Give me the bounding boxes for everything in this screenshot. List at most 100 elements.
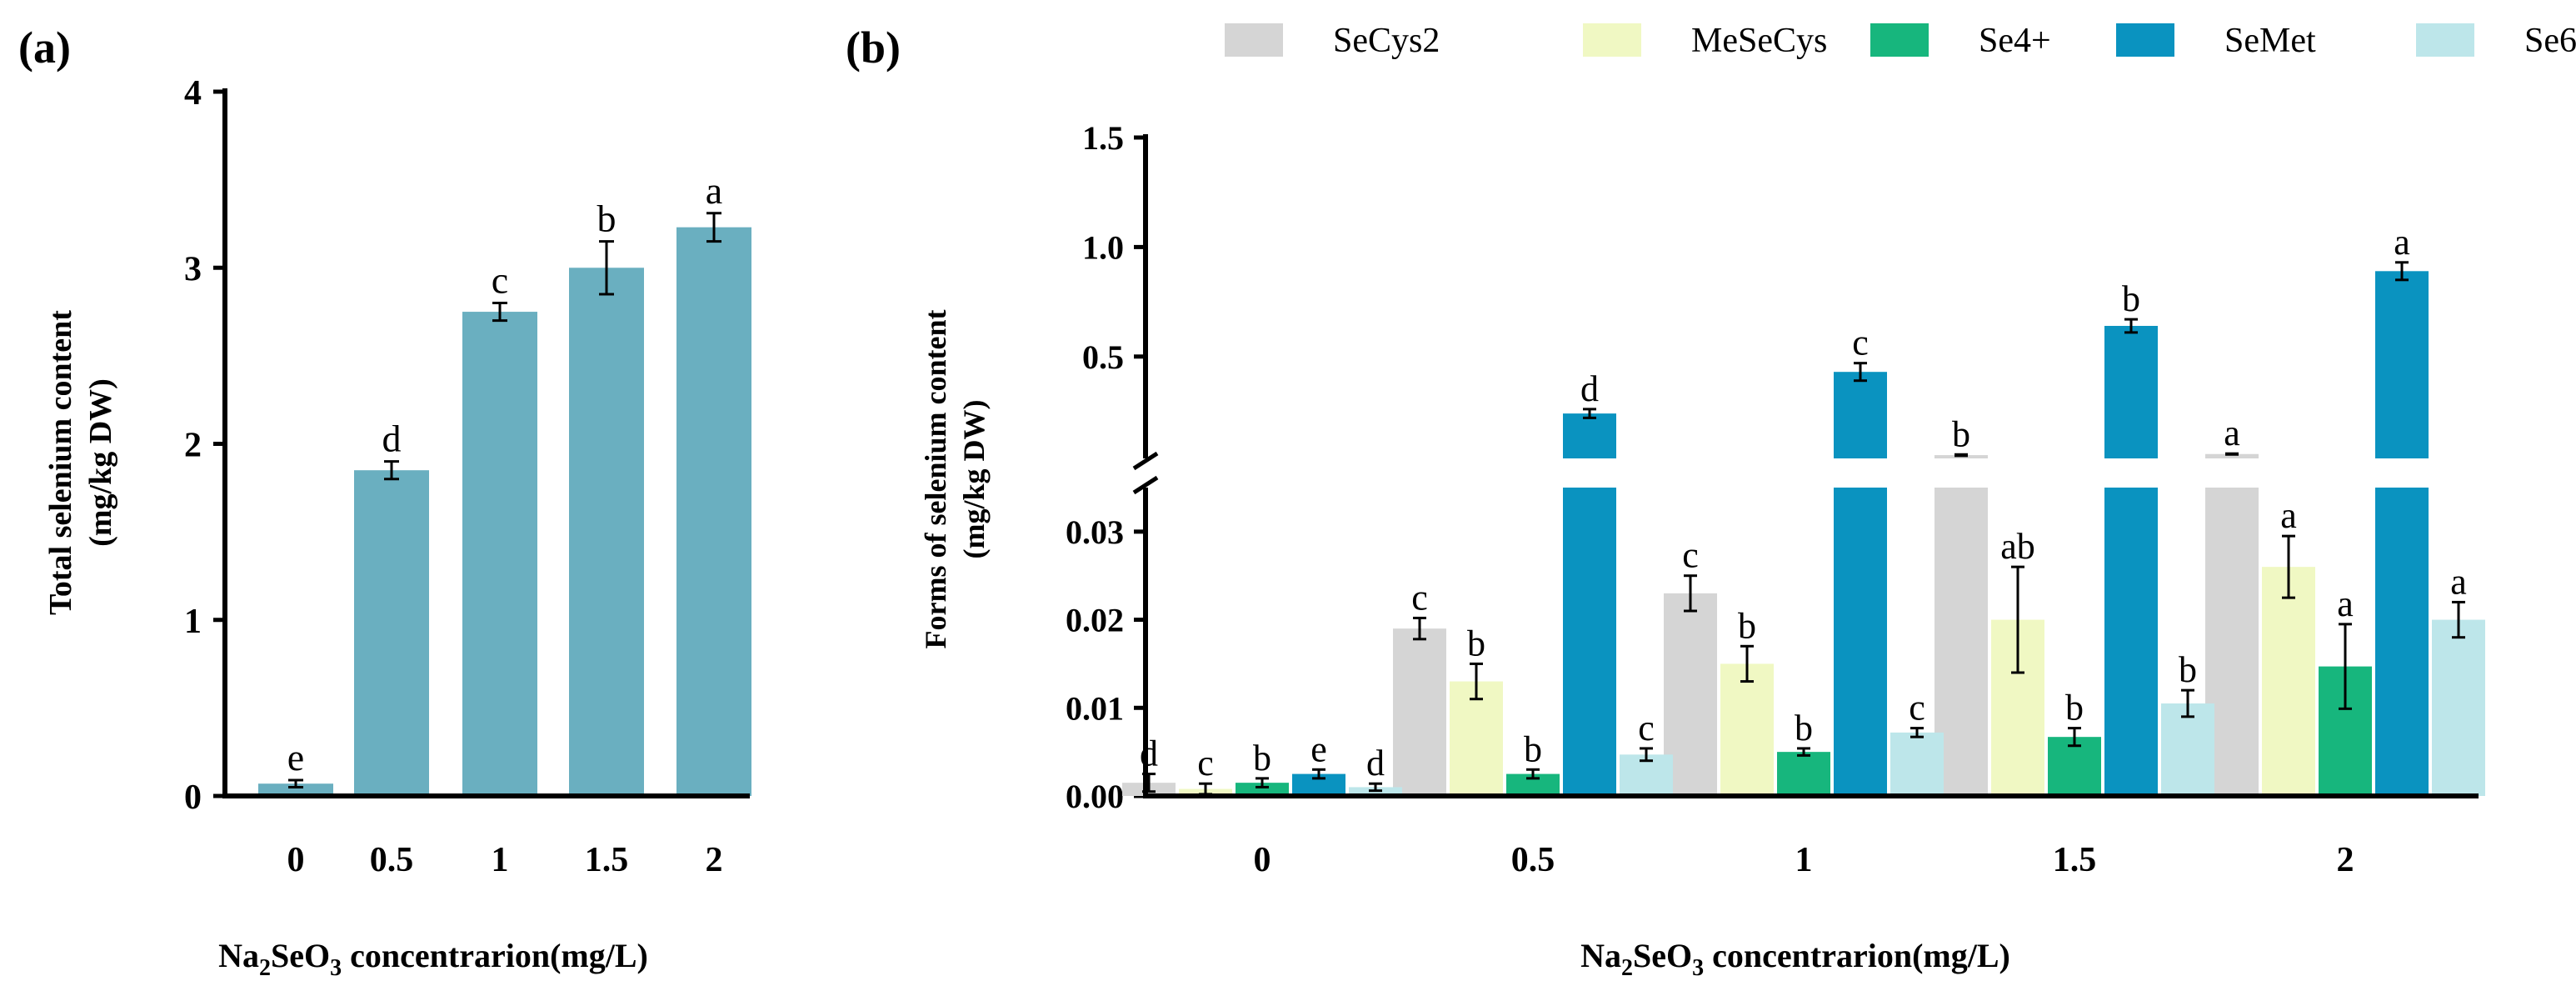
panel-a-bar <box>676 227 751 797</box>
panel-b-xtick-label: 1 <box>1795 841 1813 879</box>
panel-b-ylabel-line2: (mg/kg DW) <box>957 400 991 559</box>
panel-b-axes <box>1132 134 2479 798</box>
panel-b-bar <box>1236 783 1289 796</box>
panel-b-significance-letter: a <box>2280 495 2297 536</box>
panel-a-xtick-label: 1 <box>492 841 509 879</box>
panel-b-ytick-label: 1.5 <box>1082 119 1124 157</box>
panel-b-significance-letter: c <box>1852 323 1869 363</box>
panel-b-bar <box>1450 681 1503 796</box>
panel-b-bar <box>2375 488 2429 796</box>
panel-b-bar <box>2104 488 2158 796</box>
panel-b-significance-letter: c <box>1909 688 1925 728</box>
panel-b-legend-swatch <box>1583 23 1641 57</box>
panel-a-bars: e d c b a <box>258 169 751 797</box>
panel-b-ytick-label: 0.03 <box>1066 513 1124 551</box>
panel-b-significance-letter: c <box>1638 708 1655 748</box>
panel-b-significance-letter: c <box>1197 743 1214 783</box>
panel-b-bar <box>1890 732 1944 796</box>
panel-a-ytick-label: 1 <box>184 603 202 641</box>
panel-b-legend-swatch <box>2416 23 2474 57</box>
panel-b-significance-letter: a <box>2450 561 2467 602</box>
panel-b-ytick-label: 0.02 <box>1066 602 1124 639</box>
panel-a-xtick-label: 2 <box>706 841 723 879</box>
panel-b-legend: SeCys2 MeSeCys Se4+ SeMet Se6+ <box>1225 22 2576 60</box>
panel-a-bar <box>462 312 537 796</box>
panel-a-bar <box>258 783 333 796</box>
panel-b-significance-letter: b <box>1524 728 1542 769</box>
panel-b-ytick-label: 1.0 <box>1082 228 1124 266</box>
panel-b-bar-upper <box>2104 326 2158 458</box>
panel-b-y-ticks: 0.00 0.01 0.02 0.03 0.5 1.0 1.5 <box>1066 119 1146 815</box>
panel-a-ytick-label: 0 <box>184 778 202 817</box>
panel-a-significance-letter: c <box>492 259 508 302</box>
panel-b-xtick-label: 2 <box>2337 841 2354 879</box>
panel-b-legend-swatch <box>1225 23 1283 57</box>
panel-b-ytick-label: 0.5 <box>1082 338 1124 376</box>
panel-b-significance-letter: b <box>1795 708 1813 748</box>
panel-b: (b) Forms of selenium content (mg/kg DW)… <box>846 22 2576 981</box>
panel-b-significance-letter: c <box>1411 577 1428 618</box>
panel-b-xtick-label: 0.5 <box>1511 841 1555 879</box>
panel-b-xlabel: Na2SeO3 concentrarion(mg/L) <box>1580 937 2010 981</box>
panel-a-x-ticks: 0 0.5 1 1.5 2 <box>287 841 723 879</box>
panel-b-significance-letter: a <box>2224 413 2240 453</box>
panel-b-xtick-label: 1.5 <box>2053 841 2097 879</box>
panel-b-significance-letter: b <box>1467 623 1485 663</box>
panel-a-ytick-label: 3 <box>184 250 202 288</box>
panel-a-bar <box>354 470 429 796</box>
panel-b-ylabel-line1: Forms of selenium content <box>919 310 952 649</box>
panel-b-label: (b) <box>846 23 901 73</box>
panel-a-xtick-label: 1.5 <box>585 841 629 879</box>
panel-b-significance-letter: d <box>1140 733 1158 774</box>
panel-a-ylabel-line2: (mg/kg DW) <box>83 378 118 547</box>
panel-b-bar <box>1393 628 1446 796</box>
panel-a-ylabel-line1: Total selenium content <box>43 310 78 615</box>
panel-b-significance-letter: b <box>1952 413 1970 454</box>
panel-a-ytick-label: 4 <box>184 74 202 113</box>
panel-b-legend-label: SeMet <box>2224 22 2316 60</box>
panel-a-xtick-label: 0.5 <box>370 841 414 879</box>
panel-b-xtick-label: 0 <box>1254 841 1271 879</box>
panel-a-significance-letter: d <box>382 418 402 460</box>
panel-b-legend-label: Se4+ <box>1979 22 2051 60</box>
panel-a-label: (a) <box>18 23 71 73</box>
panel-b-bar <box>1563 488 1616 796</box>
panel-b-significance-letter: e <box>1310 728 1327 769</box>
panel-b-significance-letter: c <box>1682 535 1699 576</box>
panel-a-ytick-label: 2 <box>184 427 202 465</box>
panel-b-significance-letter: d <box>1366 743 1385 783</box>
panel-a-significance-letter: b <box>597 198 617 240</box>
panel-b-legend-swatch <box>1870 23 1929 57</box>
panel-b-significance-letter: a <box>2394 222 2410 263</box>
panel-b-ytick-label: 0.00 <box>1066 778 1124 815</box>
panel-b-legend-label: MeSeCys <box>1691 22 1827 60</box>
panel-b-axis-break-mark <box>1132 475 1159 495</box>
panel-b-significance-letter: d <box>1580 368 1599 409</box>
panel-a-xtick-label: 0 <box>287 841 305 879</box>
panel-a-y-ticks: 0 1 2 3 4 <box>184 74 225 817</box>
panel-b-legend-label: Se6+ <box>2524 22 2576 60</box>
panel-b-significance-letter: a <box>2337 583 2354 624</box>
panel-b-significance-letter: ab <box>2000 526 2035 567</box>
panel-a-significance-letter: e <box>287 736 304 778</box>
panel-b-bar <box>1777 752 1830 796</box>
panel-b-significance-letter: b <box>2179 649 2197 690</box>
panel-b-bar-upper <box>1834 372 1887 458</box>
panel-b-bar-upper <box>2375 271 2429 458</box>
panel-b-bar <box>2432 619 2485 796</box>
panel-b-ytick-label: 0.01 <box>1066 689 1124 727</box>
panel-b-bar <box>1834 488 1887 796</box>
panel-b-legend-swatch <box>2116 23 2174 57</box>
panel-b-significance-letter: b <box>2065 688 2084 728</box>
panel-b-bar <box>2161 703 2214 796</box>
panel-b-bar-upper <box>1563 413 1616 458</box>
panel-b-axis-break-mark <box>1132 451 1159 471</box>
panel-b-bar <box>2262 567 2315 796</box>
panel-b-significance-letter: b <box>2122 278 2140 319</box>
panel-a-xlabel: Na2SeO3 concentrarion(mg/L) <box>218 937 648 981</box>
panel-a-significance-letter: a <box>706 169 722 212</box>
panel-a: (a) Total selenium content (mg/kg DW) 0 1… <box>18 23 751 981</box>
panel-a-bar <box>569 268 644 796</box>
